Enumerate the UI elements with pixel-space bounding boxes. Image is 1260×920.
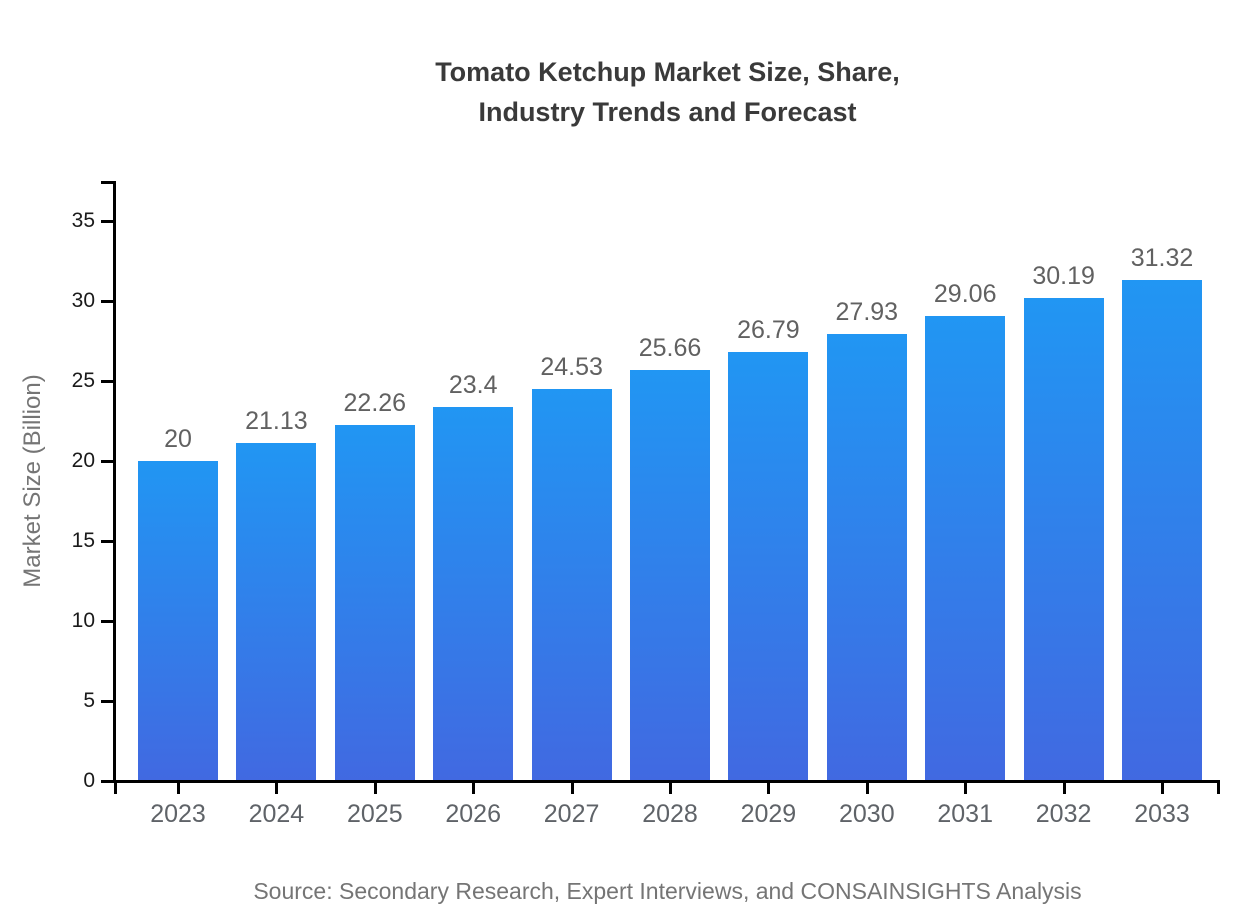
chart-title-line-2: Industry Trends and Forecast (478, 97, 857, 127)
y-axis-tick-0 (101, 780, 113, 783)
bar-value-label-2029: 26.79 (737, 316, 800, 345)
x-axis-tick-2030 (865, 783, 869, 794)
y-axis-endcap-tick-top (101, 181, 113, 184)
x-axis-tick-2033 (1161, 783, 1164, 794)
x-category-label-2033: 2033 (1134, 800, 1190, 828)
x-category-label-2029: 2029 (740, 800, 797, 828)
bar-value-label-2026: 23.4 (448, 370, 498, 399)
bar-2033 (1122, 279, 1202, 780)
bar-value-label-2030: 27.93 (835, 298, 899, 327)
bar-2028 (630, 370, 710, 780)
bar-2026 (433, 406, 514, 780)
x-axis-tick-2026 (472, 783, 476, 794)
y-axis-tick-35 (101, 220, 113, 223)
x-axis-tick-2023 (177, 783, 180, 794)
y-tick-label-10: 10 (71, 609, 95, 632)
x-axis-tick-2028 (669, 783, 672, 794)
x-axis-endcap-tick-left (114, 783, 117, 794)
bar-2025 (334, 424, 415, 780)
x-axis-tick-2029 (767, 783, 771, 794)
y-axis-title: Market Size (Billion) (19, 374, 46, 588)
bar-value-label-2028: 25.66 (638, 334, 702, 363)
y-axis-tick-30 (101, 300, 113, 303)
x-category-label-2028: 2028 (642, 800, 698, 828)
y-tick-label-15: 15 (71, 529, 95, 552)
bar-2029 (728, 352, 809, 780)
x-axis-tick-2024 (275, 783, 279, 794)
x-axis-tick-2025 (373, 783, 377, 794)
bar-2023 (138, 461, 218, 780)
bar-value-label-2027: 24.53 (540, 352, 603, 381)
chart-title: Tomato Ketchup Market Size, Share, Indus… (115, 52, 1220, 132)
y-tick-label-30: 30 (71, 289, 95, 312)
x-axis-endcap-tick-right (1217, 783, 1220, 794)
bar-value-label-2033: 31.32 (1130, 243, 1194, 272)
y-tick-label-35: 35 (71, 209, 95, 232)
x-category-label-2026: 2026 (445, 800, 501, 828)
x-category-label-2025: 2025 (346, 800, 403, 828)
x-category-label-2024: 2024 (248, 800, 305, 828)
y-axis-tick-10 (101, 620, 113, 623)
bar-2030 (826, 334, 907, 780)
bar-2032 (1023, 297, 1104, 780)
x-category-label-2032: 2032 (1035, 800, 1092, 828)
chart-title-line-1: Tomato Ketchup Market Size, Share, (435, 57, 900, 87)
bar-value-label-2024: 21.13 (245, 406, 308, 435)
bar-value-label-2032: 30.19 (1032, 261, 1095, 290)
x-category-label-2030: 2030 (838, 800, 895, 828)
bar-value-label-2025: 22.26 (343, 388, 407, 417)
y-tick-label-25: 25 (71, 369, 95, 392)
x-axis-tick-2027 (570, 783, 574, 794)
x-category-label-2031: 2031 (937, 800, 993, 828)
y-axis-tick-5 (101, 700, 113, 703)
bar-value-label-2031: 29.06 (933, 280, 997, 309)
y-axis-line (113, 181, 116, 783)
source-note: Source: Secondary Research, Expert Inter… (253, 878, 1082, 904)
x-category-label-2023: 2023 (150, 800, 206, 828)
x-axis-line (113, 780, 1220, 783)
x-axis-tick-2032 (1062, 783, 1066, 794)
y-axis-tick-20 (101, 460, 113, 463)
y-tick-label-0: 0 (83, 769, 95, 792)
y-axis-tick-15 (101, 540, 113, 543)
bar-2031 (925, 316, 1006, 780)
bar-2027 (531, 388, 612, 780)
y-tick-label-5: 5 (83, 689, 95, 712)
bar-value-label-2023: 20 (164, 425, 192, 453)
y-tick-label-20: 20 (71, 449, 95, 472)
y-axis-tick-25 (101, 380, 113, 383)
bar-2024 (236, 442, 317, 780)
x-axis-tick-2031 (964, 783, 968, 794)
x-category-label-2027: 2027 (543, 800, 600, 828)
